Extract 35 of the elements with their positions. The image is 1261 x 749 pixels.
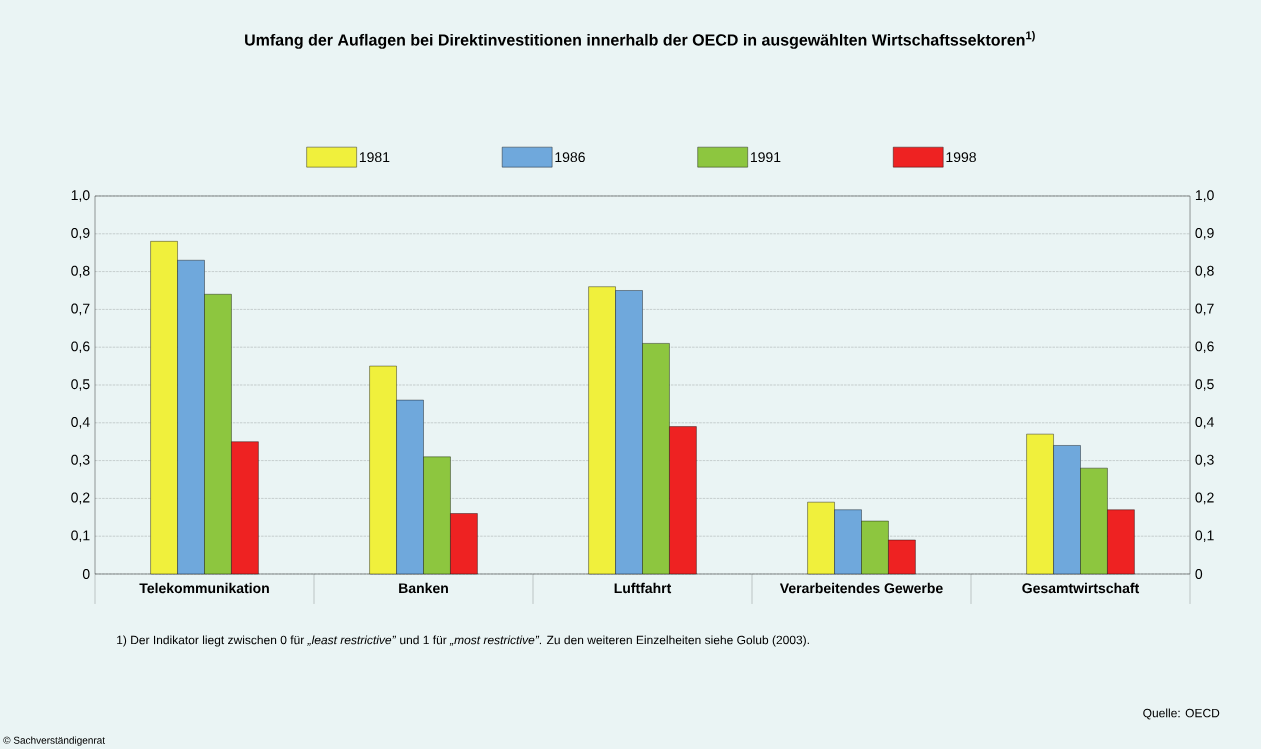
x-tick-label: Banken (399, 582, 448, 594)
y-tick-label: 0,8 (71, 265, 90, 278)
x-tick-label: Verarbeitendes Gewerbe (779, 582, 943, 594)
y-tick-label: 1,0 (71, 190, 90, 202)
y2-tick-label: 1,0 (1195, 190, 1214, 202)
text: © Sachverständigenrat (3, 736, 105, 746)
y2-tick-label: 0,9 (1195, 228, 1214, 240)
legend-label: 1981 (359, 152, 390, 163)
y-tick-label: 0,6 (71, 341, 90, 353)
legend-label: 1991 (750, 152, 781, 163)
y-tick-label: 0,4 (71, 417, 90, 429)
y2-tick-label: 0,7 (1195, 303, 1214, 316)
y-tick-label: 0,3 (71, 454, 90, 467)
y-tick-label: 0,1 (71, 530, 90, 542)
y2-tick-label: 0,5 (1195, 379, 1214, 391)
y-tick-label: 0,9 (71, 228, 90, 240)
x-tick-label: Luftfahrt (614, 582, 672, 594)
y2-tick-label: 0,1 (1195, 530, 1214, 542)
y-tick-label: 0,2 (71, 492, 90, 505)
y2-tick-label: 0 (1195, 569, 1203, 579)
y2-tick-label: 0,2 (1195, 492, 1214, 505)
chart-title: Umfang der Auflagen bei Direktinvestitionen innerhalb der OECD in ausgewählten Wirtschaftssektoren$^{1)}$ (245, 31, 1035, 49)
y2-tick-label: 0,8 (1195, 265, 1214, 278)
x-tick-label: Gesamtwirtschaft (1022, 582, 1140, 594)
legend-label: 1998 (946, 152, 976, 163)
y2-tick-label: 0,6 (1195, 341, 1214, 353)
source-note: Quelle: OECD (1143, 708, 1220, 720)
legend-label: 1986 (555, 152, 585, 163)
y-tick-label: 0 (82, 569, 90, 579)
x-tick-label: Telekommunikation (139, 582, 269, 594)
text: 1) Der Indikator liegt zwischen 0 für „least restrictive” und 1 für „most restrictive”. Zu den weiteren Einzelheiten siehe Golub (2003). (117, 635, 809, 647)
y-tick-label: 0,5 (71, 379, 90, 391)
y-tick-label: 0,7 (71, 303, 90, 316)
y2-tick-label: 0,3 (1195, 454, 1214, 467)
y2-tick-label: 0,4 (1195, 417, 1214, 429)
